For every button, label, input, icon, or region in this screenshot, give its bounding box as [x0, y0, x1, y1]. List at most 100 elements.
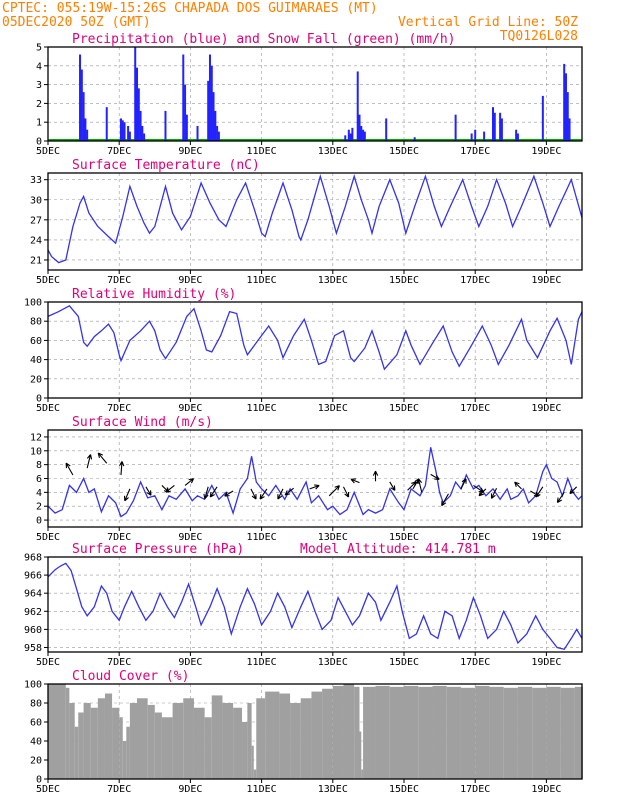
wind-xtick-label: 9DEC [178, 532, 202, 543]
cloud-ytick-label: 40 [30, 737, 42, 748]
cloud-bar [204, 717, 212, 779]
temp-xtick-label: 15DEC [389, 275, 419, 286]
cloud-bar [446, 686, 461, 779]
temp-ytick-label: 33 [30, 175, 42, 186]
header-grid-note: Vertical Grid Line: 50Z [398, 15, 578, 30]
precip-bar [185, 114, 188, 141]
precip-bar [79, 54, 82, 141]
wind-arrow [145, 486, 152, 496]
wind-xtick-label: 13DEC [318, 532, 348, 543]
wind-arrow [277, 488, 284, 500]
precip-bar [515, 129, 518, 141]
wind-frame [47, 429, 583, 528]
rh-xtick-label: 15DEC [389, 403, 419, 414]
precip-bar [351, 127, 354, 141]
wind-arrow [250, 488, 257, 500]
cloud-bar [389, 686, 404, 779]
precip-ytick-label: 4 [36, 61, 42, 72]
precip-xtick-label: 9DEC [178, 146, 202, 157]
rh-series-line [47, 304, 583, 371]
cloud-bar [332, 685, 344, 779]
precip-ytick-label: 2 [36, 99, 42, 110]
cloud-bar [137, 698, 148, 779]
pressure-xtick-label: 19DEC [531, 657, 561, 668]
cloud-bar [90, 707, 98, 779]
cloud-bar [161, 717, 173, 779]
wind-arrow [224, 490, 234, 497]
cloud-bar [517, 686, 533, 779]
cloud-bar [363, 686, 376, 779]
wind-arrow [535, 486, 544, 498]
precip-bar [105, 107, 108, 141]
cloud-bar [74, 726, 79, 779]
wind-arrow [259, 488, 268, 500]
wind-arrow [65, 462, 74, 476]
pressure-ytick-label: 960 [24, 625, 42, 636]
precip-bar [344, 135, 347, 141]
rh-title: Relative Humidity (%) [72, 287, 236, 302]
rh-xtick-label: 17DEC [460, 403, 490, 414]
wind-title: Surface Wind (m/s) [72, 415, 213, 430]
precip-ytick-label: 3 [36, 80, 42, 91]
precip-bar [363, 131, 366, 141]
cloud-bar [48, 684, 66, 779]
wind-arrow [441, 493, 449, 507]
cloud-xtick-label: 13DEC [318, 784, 348, 795]
wind-arrow [309, 484, 320, 490]
temp-xtick-label: 9DEC [178, 275, 202, 286]
cloud-bar [354, 686, 360, 779]
cloud-bar [222, 703, 234, 779]
wind-arrow [203, 486, 209, 500]
wind-arrow [350, 478, 360, 484]
cloud-bar [242, 722, 248, 779]
precip-bar [564, 73, 567, 141]
precip-bar [121, 120, 124, 141]
cloud-bar [560, 687, 575, 779]
cloud-bar [503, 687, 518, 779]
pressure-series-line [47, 562, 583, 651]
temp-xtick-label: 19DEC [531, 275, 561, 286]
rh-ytick-label: 20 [30, 374, 42, 385]
temp-frame [47, 172, 583, 271]
cloud-xtick-label: 5DEC [36, 784, 60, 795]
precip-bar [119, 118, 122, 141]
cloud-bar [233, 707, 243, 779]
cloud-bar [112, 707, 120, 779]
cloud-bar [404, 685, 419, 779]
precip-bar [566, 92, 569, 141]
precip-bar [134, 47, 137, 141]
wind-arrow [328, 485, 340, 497]
precip-bar [470, 133, 473, 141]
pressure-frame [47, 556, 583, 653]
precip-bar [362, 129, 365, 141]
pressure-ytick-label: 958 [24, 643, 42, 654]
precip-xtick-label: 15DEC [389, 146, 419, 157]
precip-frame [47, 46, 583, 142]
temp-panel: 21 24 27 30 33 5DEC 7DEC 9DEC 11DEC 13DEC 15DEC 17D… [30, 158, 583, 286]
cloud-bar [119, 717, 123, 779]
rh-xtick-label: 19DEC [531, 403, 561, 414]
wind-arrow [209, 486, 218, 498]
cloud-bar [251, 745, 254, 779]
precip-bar [541, 95, 544, 141]
precip-bar [143, 133, 146, 141]
cloud-bar [256, 698, 266, 779]
rh-xtick-label: 13DEC [318, 403, 348, 414]
temp-xtick-label: 13DEC [318, 275, 348, 286]
cloud-bar [532, 687, 547, 779]
wind-ytick-label: 2 [36, 502, 42, 513]
cloud-bar [361, 769, 364, 779]
cloud-bar [147, 704, 155, 779]
pressure-xtick-label: 9DEC [178, 657, 202, 668]
precip-bar [82, 92, 85, 141]
wind-arrow [514, 481, 522, 490]
rh-ytick-label: 100 [24, 298, 42, 309]
cloud-bar [279, 693, 291, 779]
pressure-annotation: Model Altitude: 414.781 m [300, 542, 496, 557]
precip-bar [492, 107, 494, 141]
precip-xtick-label: 13DEC [318, 146, 348, 157]
cloud-bar [69, 703, 75, 779]
precip-xtick-label: 19DEC [531, 146, 561, 157]
wind-xtick-label: 17DEC [460, 532, 490, 543]
cloud-bar [211, 695, 223, 779]
